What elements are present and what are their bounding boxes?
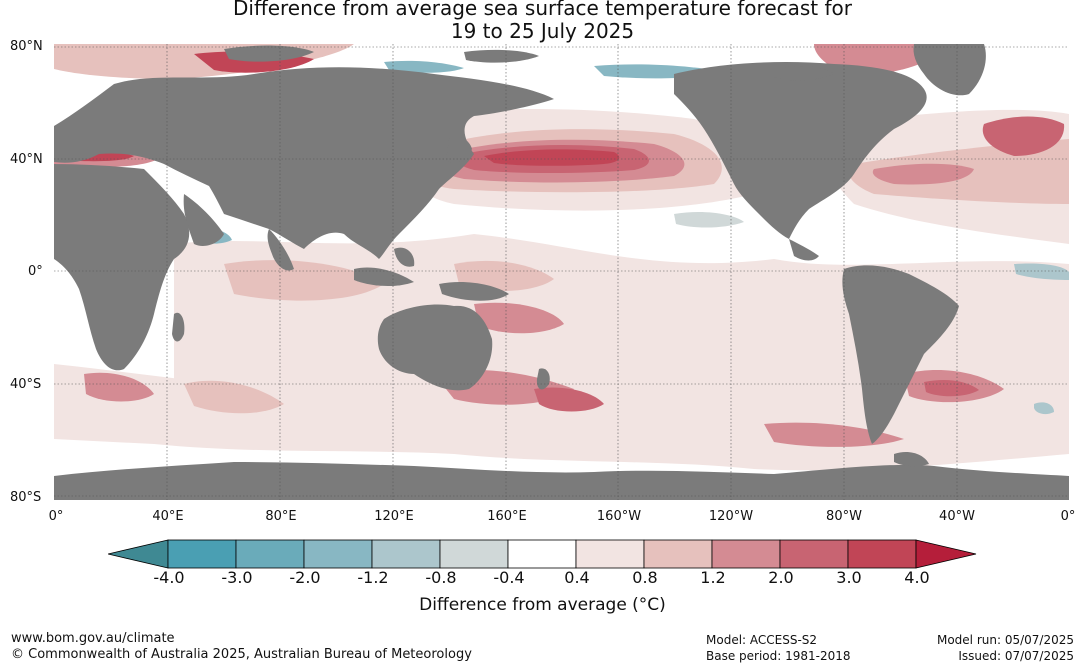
colorbar-label: 3.0 [836,568,862,587]
lon-label-160w: 160°W [596,509,642,524]
colorbar-segment [439,539,509,569]
land-masses [54,44,1069,500]
colorbar-label: -0.8 [425,568,457,587]
lon-label-160e: 160°E [487,509,527,524]
colorbar-min-arrow [108,539,169,569]
colorbar-segment [167,539,237,569]
colorbar-label: -1.2 [357,568,389,587]
colorbar [108,539,977,569]
colorbar-label: 1.2 [700,568,726,587]
footer-copyright: © Commonwealth of Australia 2025, Austra… [11,647,472,662]
lon-label-40e: 40°E [152,509,184,524]
colorbar-label: -0.4 [493,568,525,587]
footer-model-run: Model run: 05/07/2025 [936,633,1074,647]
lat-label-40n: 40°N [10,152,43,167]
colorbar-segment [235,539,305,569]
lon-label-80w: 80°W [826,509,862,524]
graticule [54,44,1069,500]
lon-label-80e: 80°E [265,509,297,524]
footer-url[interactable]: www.bom.gov.au/climate [11,631,175,646]
colorbar-segment [847,539,917,569]
colorbar-label: 2.0 [768,568,794,587]
lat-label-equator: 0° [28,264,43,279]
colorbar-segment [507,539,577,569]
lat-label-40s: 40°S [10,377,42,392]
colorbar-label: 4.0 [904,568,930,587]
colorbar-segment [711,539,781,569]
colorbar-title: Difference from average (°C) [419,595,666,615]
colorbar-segment [779,539,849,569]
footer-base-period: Base period: 1981-2018 [706,649,851,663]
lat-label-80s: 80°S [10,490,42,505]
lon-label-0: 0° [48,509,64,524]
colorbar-max-arrow [915,539,977,569]
colorbar-segment [643,539,713,569]
colorbar-label: 0.4 [564,568,590,587]
colorbar-segment [371,539,441,569]
colorbar-segment [575,539,645,569]
map-title-line1: Difference from average sea surface temp… [232,0,852,20]
lon-label-40w: 40°W [939,509,975,524]
colorbar-segment [303,539,373,569]
lon-label-120w: 120°W [708,509,754,524]
lat-label-80n: 80°N [10,39,43,54]
colorbar-label: -2.0 [289,568,321,587]
colorbar-label: 0.8 [632,568,658,587]
footer-issued: Issued: 07/07/2025 [958,649,1074,663]
footer-model: Model: ACCESS-S2 [706,633,818,647]
sst-anomaly-map [54,44,1069,500]
colorbar-label: -4.0 [153,568,185,587]
colorbar-label: -3.0 [221,568,253,587]
lon-label-120e: 120°E [374,509,414,524]
lon-label-0-east: 0° [1060,509,1076,524]
map-title-line2: 19 to 25 July 2025 [450,19,635,43]
